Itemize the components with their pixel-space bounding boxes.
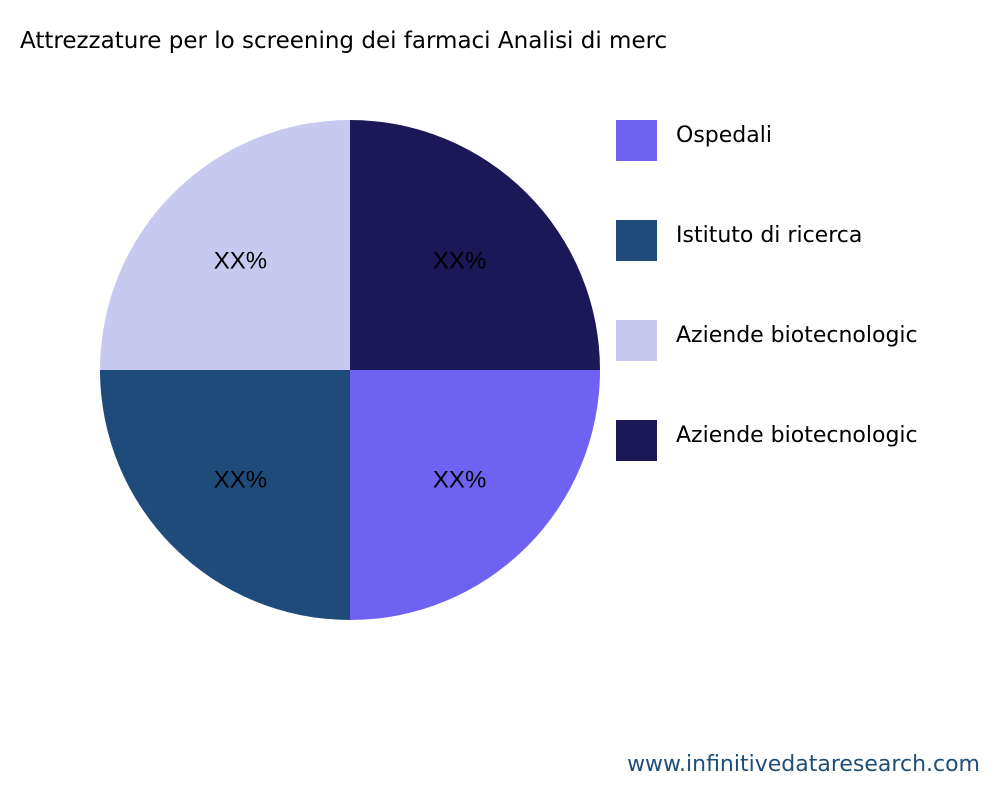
data-label: XX% — [214, 467, 267, 494]
data-label: XX% — [433, 247, 486, 274]
legend-swatch — [616, 120, 657, 161]
legend-label: Ospedali — [676, 123, 772, 148]
legend-swatch — [616, 320, 657, 361]
chart-title: Attrezzature per lo screening dei farmac… — [20, 28, 668, 54]
pie-slice — [350, 120, 600, 370]
pie-slice — [350, 370, 600, 620]
data-label: XX% — [214, 247, 267, 274]
legend-label: Istituto di ricerca — [676, 223, 863, 248]
data-label: XX% — [433, 467, 486, 494]
legend-swatch — [616, 220, 657, 261]
pie-slice — [100, 370, 350, 620]
legend-label: Aziende biotecnologic — [676, 423, 918, 448]
footer-url: www.infinitivedataresearch.com — [627, 752, 980, 777]
legend-label: Aziende biotecnologic — [676, 323, 918, 348]
pie-slice — [100, 120, 350, 370]
legend-swatch — [616, 420, 657, 461]
